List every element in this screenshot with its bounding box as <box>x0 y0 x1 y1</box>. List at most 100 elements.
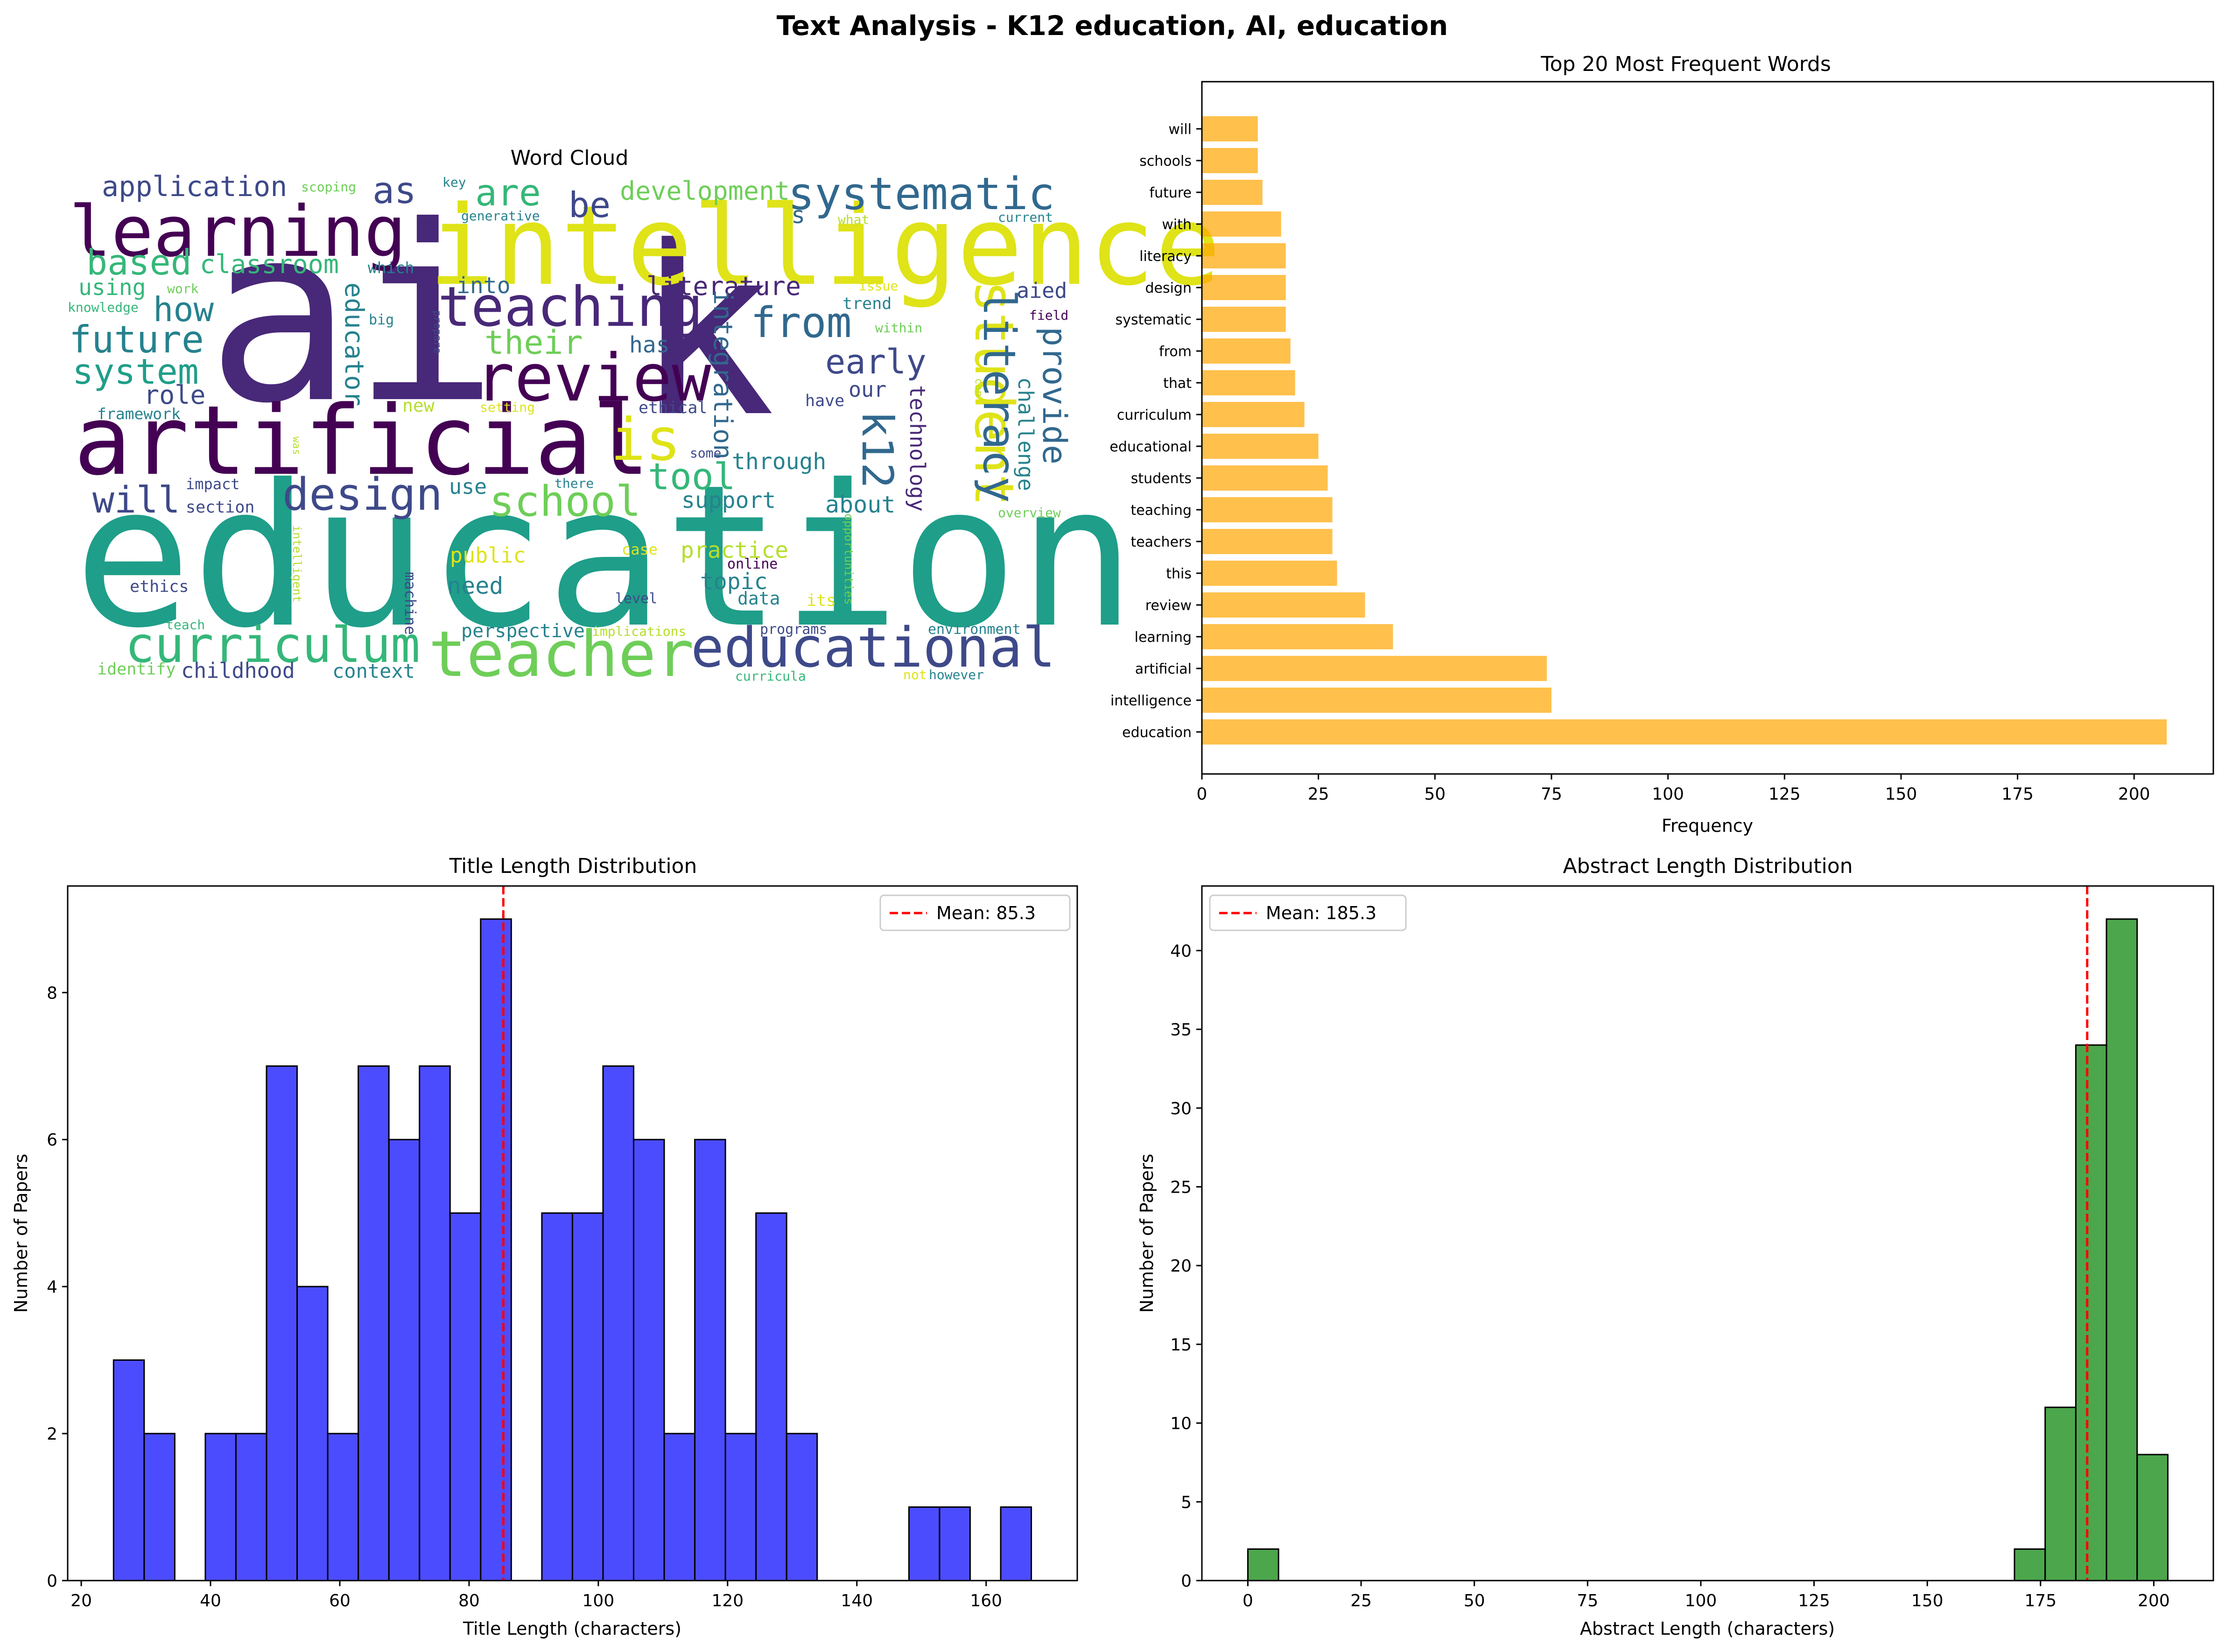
word-cloud-word: k <box>635 197 775 468</box>
abstract-hist-frame <box>1201 885 2214 1582</box>
bar-plot-frame <box>1201 81 2214 775</box>
word-cloud-word: tool <box>648 456 736 498</box>
word-cloud-word: its <box>807 591 836 610</box>
word-cloud-word: programs <box>760 621 828 638</box>
word-cloud-word: ai <box>206 174 498 457</box>
abstract-hist-y-tick-label: 35 <box>1170 1020 1192 1040</box>
y-tick-label: learning <box>1135 629 1192 646</box>
title-hist-bar <box>694 1139 726 1582</box>
abstract-hist-x-tick-label: 75 <box>1577 1591 1598 1610</box>
y-tick-label: literacy <box>1139 248 1192 265</box>
bar <box>1202 211 1281 237</box>
word-cloud-word: design <box>282 469 442 520</box>
bar-y-axis: education intelligence artificial learning r… <box>1109 121 1202 741</box>
y-tick-label: teachers <box>1130 534 1192 550</box>
bar <box>1202 529 1333 554</box>
bar <box>1202 402 1305 427</box>
word-cloud-word: through <box>732 449 826 475</box>
word-cloud-word: big <box>369 312 394 328</box>
abstract-hist-x-tick-label: 0 <box>1242 1591 1253 1610</box>
bar <box>1202 370 1295 395</box>
bar <box>1202 719 2167 745</box>
word-cloud-word: key <box>442 175 466 190</box>
y-tick-label: educational <box>1109 439 1192 455</box>
title-hist-x-tick-label: 140 <box>841 1591 873 1610</box>
word-cloud-word: childhood <box>181 658 295 683</box>
bar <box>1202 116 1258 141</box>
title-hist-bar <box>571 1212 604 1582</box>
abstract-hist-bar <box>2075 1044 2107 1582</box>
word-cloud-word: educator <box>339 282 369 406</box>
title-hist-legend: Mean: 85.3 <box>879 894 1071 931</box>
word-cloud-word: early <box>825 342 926 381</box>
title-hist-title: Title Length Distribution <box>449 854 697 878</box>
title-hist-x-tick-label: 120 <box>711 1591 744 1610</box>
title-hist-bar <box>449 1212 482 1582</box>
title-hist-bar <box>358 1065 390 1582</box>
bar <box>1202 497 1333 522</box>
title-hist-bar <box>663 1433 696 1582</box>
word-cloud-word: based <box>86 242 192 283</box>
word-cloud-word: overview <box>998 505 1061 520</box>
title-hist-bar <box>724 1433 757 1582</box>
word-cloud-word: have <box>805 392 844 410</box>
title-hist-bar <box>633 1139 665 1582</box>
word-cloud-word: new <box>402 395 435 416</box>
word-cloud-word: using <box>78 274 146 301</box>
word-cloud-word: framework <box>97 405 181 423</box>
y-tick-label: will <box>1168 121 1192 138</box>
x-tick-label: 25 <box>1308 785 1329 804</box>
y-tick-label: design <box>1145 280 1192 296</box>
title-hist-y-tick-label: 4 <box>47 1278 57 1297</box>
y-tick-label: future <box>1150 185 1192 201</box>
word-cloud-word: curricula <box>735 668 806 684</box>
title-hist-bar <box>786 1433 818 1582</box>
word-cloud-word: however <box>929 667 984 682</box>
abstract-hist-y-label: Number of Papers <box>1137 1154 1157 1313</box>
title-hist-x-tick-label: 80 <box>458 1591 480 1610</box>
figure-title: Text Analysis - K12 education, AI, educa… <box>777 10 1448 42</box>
x-tick-label: 175 <box>2001 785 2034 804</box>
word-cloud-word: case <box>622 541 658 558</box>
word-cloud-word: environment <box>928 621 1021 638</box>
abstract-hist-title: Abstract Length Distribution <box>1563 854 1853 878</box>
abstract-hist-y-tick-label: 10 <box>1170 1414 1192 1434</box>
word-cloud-word: teach <box>166 617 205 633</box>
bar <box>1202 656 1547 681</box>
bar <box>1202 592 1365 618</box>
word-cloud-word: opportunities <box>842 513 856 605</box>
x-tick-label: 125 <box>1769 785 1801 804</box>
word-cloud-word: development <box>620 176 790 206</box>
word-cloud-word: current <box>998 210 1053 225</box>
title-hist-bars <box>112 886 1032 1582</box>
word-cloud-word: ethics <box>130 577 189 596</box>
word-cloud-word: machine <box>401 572 419 635</box>
word-cloud-word: challenge <box>1013 377 1038 491</box>
word-cloud-word: their <box>484 323 583 362</box>
word-cloud-word: there <box>554 476 594 491</box>
title-hist-axes: 20 40 60 80 100 120 140 160 0 2 4 6 8 <box>47 984 1002 1610</box>
word-cloud-word: which <box>368 259 414 277</box>
abstract-hist-y-tick-label: 0 <box>1181 1572 1192 1591</box>
y-tick-label: artificial <box>1135 661 1192 677</box>
title-hist-bar <box>419 1065 451 1582</box>
word-cloud-word: curriculum <box>125 617 420 674</box>
abstract-hist-y-tick-label: 30 <box>1170 1099 1192 1118</box>
abstract-hist-legend: Mean: 185.3 <box>1209 894 1407 931</box>
abstract-hist-x-tick-label: 100 <box>1685 1591 1717 1610</box>
word-cloud-word: within <box>875 320 922 336</box>
word-cloud-word: review <box>475 340 711 416</box>
word-cloud-word: as <box>372 170 416 212</box>
word-cloud-word: data <box>737 588 780 609</box>
word-cloud-word: public <box>450 543 526 568</box>
word-cloud-word: support <box>681 487 776 513</box>
word-cloud-word: k12 <box>852 411 902 488</box>
title-hist-y-tick-label: 2 <box>47 1425 57 1444</box>
title-hist-x-label: Title Length (characters) <box>463 1618 681 1639</box>
word-cloud-word: not <box>903 667 927 682</box>
x-tick-label: 50 <box>1424 785 1446 804</box>
word-cloud-word: field <box>1029 308 1068 323</box>
word-cloud-word: need <box>447 572 503 599</box>
title-hist-x-tick-label: 100 <box>583 1591 615 1610</box>
